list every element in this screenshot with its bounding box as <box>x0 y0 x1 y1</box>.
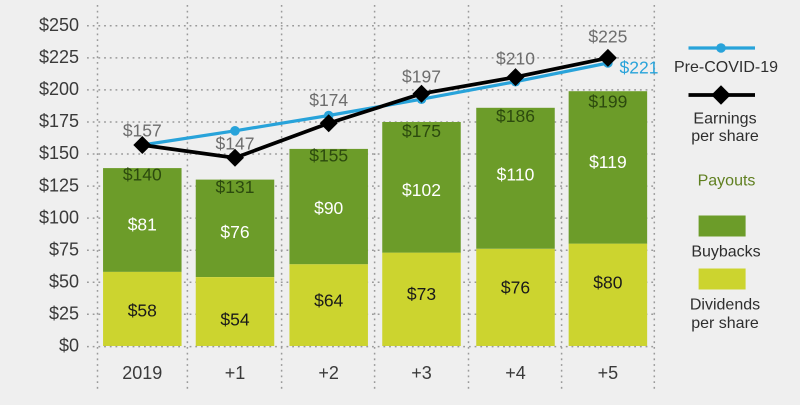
svg-text:+5: +5 <box>598 363 619 383</box>
svg-text:Buybacks: Buybacks <box>691 244 760 261</box>
svg-text:$54: $54 <box>220 309 249 329</box>
svg-text:$175: $175 <box>402 121 441 141</box>
svg-text:$81: $81 <box>128 214 157 234</box>
svg-text:$250: $250 <box>39 15 79 35</box>
svg-text:+2: +2 <box>318 363 339 383</box>
svg-text:$197: $197 <box>402 67 441 87</box>
svg-text:$131: $131 <box>216 177 255 197</box>
svg-text:per share: per share <box>691 315 759 332</box>
svg-text:Dividends: Dividends <box>690 297 760 314</box>
svg-text:$119: $119 <box>589 152 627 172</box>
svg-text:per share: per share <box>691 128 759 145</box>
svg-text:$125: $125 <box>39 175 79 195</box>
svg-text:$147: $147 <box>216 134 255 154</box>
svg-text:Earnings: Earnings <box>693 110 756 127</box>
svg-text:$150: $150 <box>39 143 79 163</box>
svg-text:$76: $76 <box>220 222 249 242</box>
svg-text:$225: $225 <box>588 27 627 47</box>
svg-text:$50: $50 <box>49 271 79 291</box>
svg-text:Pre-COVID-19: Pre-COVID-19 <box>674 59 778 76</box>
svg-text:$200: $200 <box>39 79 79 99</box>
svg-text:+4: +4 <box>505 363 526 383</box>
svg-text:$100: $100 <box>39 207 79 227</box>
svg-text:$73: $73 <box>407 284 436 304</box>
svg-text:$64: $64 <box>314 291 343 311</box>
svg-text:$175: $175 <box>39 111 79 131</box>
svg-text:$80: $80 <box>593 273 622 293</box>
svg-text:$210: $210 <box>496 49 535 69</box>
svg-text:$102: $102 <box>402 180 441 200</box>
svg-text:$157: $157 <box>123 121 162 141</box>
svg-text:$174: $174 <box>309 90 348 110</box>
svg-text:$110: $110 <box>497 165 535 185</box>
svg-text:$221: $221 <box>620 57 659 77</box>
svg-text:$155: $155 <box>309 146 348 166</box>
svg-text:+1: +1 <box>225 363 246 383</box>
svg-text:$186: $186 <box>496 106 535 126</box>
svg-text:2019: 2019 <box>122 363 162 383</box>
svg-text:$0: $0 <box>59 336 79 356</box>
svg-text:$25: $25 <box>49 304 79 324</box>
svg-text:$225: $225 <box>39 47 79 67</box>
svg-text:$58: $58 <box>128 301 157 321</box>
svg-text:$140: $140 <box>123 165 162 185</box>
svg-text:$199: $199 <box>588 91 627 111</box>
svg-text:+3: +3 <box>411 363 432 383</box>
svg-text:$90: $90 <box>314 198 343 218</box>
svg-text:Payouts: Payouts <box>698 173 756 190</box>
svg-text:$76: $76 <box>501 277 530 297</box>
svg-text:$75: $75 <box>49 239 79 259</box>
